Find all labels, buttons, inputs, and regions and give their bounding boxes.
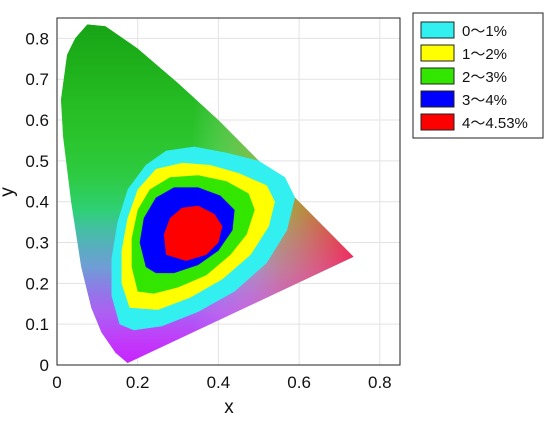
plot-frame — [56, 17, 401, 366]
legend-swatch — [420, 44, 455, 62]
y-tick-label: 0.5 — [25, 152, 49, 171]
regions-layer — [111, 146, 296, 331]
legend-label: 3～4% — [462, 92, 507, 109]
legend-swatch — [420, 113, 455, 131]
tick-labels: 0 0.2 0.4 0.6 0.8 0 0.1 0.2 0.3 0.4 0.5 0.6 0.7 0.8 — [25, 29, 391, 392]
y-tick-label: 0.1 — [25, 315, 49, 334]
y-tick-label: 0.6 — [25, 111, 49, 130]
x-tick-label: 0.8 — [368, 373, 392, 392]
legend-label: 4～4.53% — [462, 115, 528, 132]
legend-label: 2～3% — [462, 69, 507, 86]
legend-swatch — [420, 90, 455, 108]
legend-label: 1～2% — [462, 46, 507, 63]
x-tick-label: 0.4 — [207, 373, 231, 392]
y-tick-label: 0 — [40, 356, 49, 375]
y-tick-label: 0.7 — [25, 70, 49, 89]
y-axis-label: y — [0, 187, 18, 197]
x-axis-label: x — [224, 397, 234, 418]
region-5 — [163, 205, 223, 261]
y-tick-label: 0.8 — [25, 29, 49, 48]
legend-label: 0～1% — [462, 23, 507, 40]
legend-swatch — [420, 21, 455, 39]
y-tick-label: 0.4 — [25, 193, 49, 212]
x-tick-label: 0.6 — [287, 373, 311, 392]
y-tick-label: 0.2 — [25, 274, 49, 293]
x-tick-label: 0.2 — [126, 373, 150, 392]
legend-swatch — [420, 67, 455, 85]
x-tick-label: 0 — [52, 373, 61, 392]
legend: 0～1% 1～2% 2～3% 3～4% 4～4.53% — [412, 12, 544, 139]
y-tick-label: 0.3 — [25, 234, 49, 253]
